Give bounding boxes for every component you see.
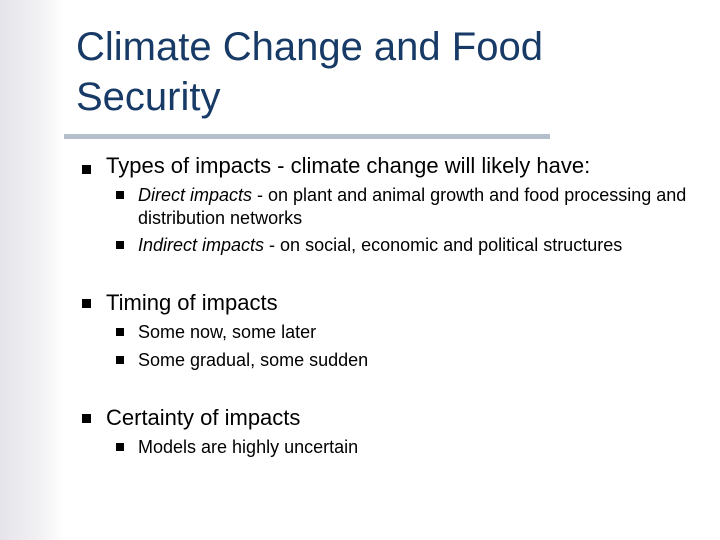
subbullet-text: Models are highly uncertain xyxy=(138,437,359,457)
decorative-left-band xyxy=(0,0,64,540)
square-bullet-icon xyxy=(116,356,124,364)
subbullet-indirect-impacts: Indirect impacts - on social, economic a… xyxy=(138,234,708,257)
subbullet-some-now: Some now, some later xyxy=(138,321,708,344)
subbullet-emphasis: Direct impacts xyxy=(138,185,253,205)
square-bullet-icon xyxy=(116,328,124,336)
square-bullet-icon xyxy=(116,443,124,451)
square-bullet-icon xyxy=(116,191,124,199)
bullet-text-types: Types of impacts - climate change will l… xyxy=(106,153,591,178)
subbullet-emphasis: Indirect impacts xyxy=(138,235,265,255)
subbullet-text: - on social, economic and political stru… xyxy=(264,235,623,255)
bullet-text-certainty: Certainty of impacts xyxy=(106,405,301,430)
square-bullet-icon xyxy=(82,299,91,308)
square-bullet-icon xyxy=(116,241,124,249)
subbullet-text: - on plant and animal growth and food pr… xyxy=(138,185,687,228)
subbullet-direct-impacts: Direct impacts - on plant and animal gro… xyxy=(138,184,708,230)
subbullet-some-gradual: Some gradual, some sudden xyxy=(138,349,708,372)
square-bullet-icon xyxy=(82,414,91,423)
title-underline-rule xyxy=(64,134,550,139)
subbullet-models-uncertain: Models are highly uncertain xyxy=(138,436,708,459)
bullet-text-timing: Timing of impacts xyxy=(106,290,278,315)
subbullet-text: Some gradual, some sudden xyxy=(138,350,369,370)
square-bullet-icon xyxy=(82,165,91,174)
slide-title: Climate Change and Food Security xyxy=(76,25,543,119)
subbullet-text: Some now, some later xyxy=(138,322,317,342)
